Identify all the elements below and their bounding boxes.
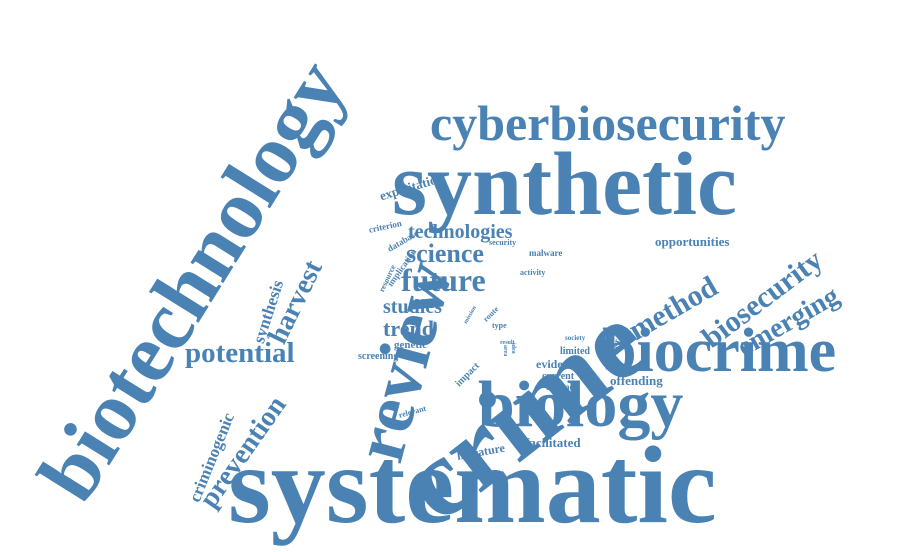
word-technologies: technologies [408, 221, 513, 243]
word-common: common [546, 382, 579, 392]
word-screening: screening [358, 351, 399, 362]
word-type: type [492, 321, 507, 330]
word-genetic: genetic [394, 339, 427, 351]
word-future: future [401, 262, 486, 298]
word-science: science [406, 239, 484, 268]
word-malware: malware [529, 248, 563, 258]
word-mission: mission [463, 305, 478, 325]
word-idea: idea [510, 343, 516, 354]
word-activity: activity [520, 268, 546, 277]
word-evidence: evidence [536, 357, 580, 371]
word-opportunities: opportunities [655, 234, 730, 249]
word-trend: trend [383, 316, 434, 341]
word-result: result [500, 340, 515, 346]
word-current: current [542, 371, 575, 382]
word-potential: potential [185, 337, 295, 369]
word-society: society [565, 334, 586, 342]
word-biology: biology [478, 368, 684, 441]
word-facilitated: facilitated [525, 435, 581, 450]
word-security: security [489, 238, 517, 247]
word-systematic: systematic [228, 424, 717, 546]
word-area: area [502, 345, 508, 357]
word-synthetic: synthetic [392, 135, 737, 234]
word-cyberbiosecurity: cyberbiosecurity [430, 95, 786, 151]
word-biocrime: biocrime [602, 317, 837, 385]
word-studies: studies [383, 296, 442, 318]
word-limited: limited [560, 346, 590, 357]
word-offending: offending [610, 373, 663, 388]
